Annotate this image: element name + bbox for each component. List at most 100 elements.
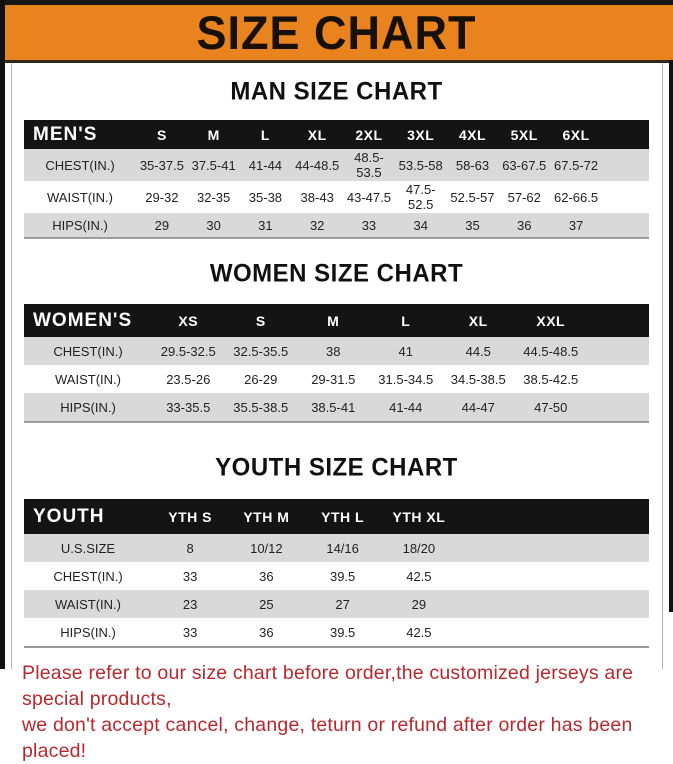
size-value: 34.5-38.5	[442, 365, 515, 393]
size-value: 33	[343, 213, 395, 238]
youth-section-heading: YOUTH SIZE CHART	[215, 453, 458, 482]
size-value: 39.5	[304, 618, 381, 647]
row-label: U.S.SIZE	[24, 534, 152, 562]
footer-line-2: we don't accept cancel, change, teturn o…	[22, 714, 633, 762]
youth-size-table: YOUTH YTH S YTH M YTH L YTH XL U.S.SIZE 8 10/12…	[24, 499, 649, 648]
spacer-cell	[457, 590, 649, 618]
size-value: 52.5-57	[446, 181, 499, 213]
size-column-header: L	[239, 120, 292, 149]
size-column-header: M	[297, 304, 370, 337]
size-value: 38	[297, 337, 370, 365]
size-column-header: L	[369, 304, 442, 337]
measurement-row: CHEST(IN.) 29.5-32.5 32.5-35.5 38 41 44.5 44.5…	[24, 337, 649, 365]
size-value: 29	[136, 213, 188, 238]
size-value: 35-37.5	[136, 149, 188, 181]
size-column-header: S	[224, 304, 297, 337]
size-value: 38.5-41	[297, 393, 370, 422]
table-header-label: MEN'S	[24, 120, 136, 149]
row-label: WAIST(IN.)	[24, 181, 136, 213]
size-value: 41	[369, 337, 442, 365]
size-value: 38-43	[291, 181, 344, 213]
size-value: 37	[550, 213, 602, 238]
measurement-row: HIPS(IN.) 33 36 39.5 42.5	[24, 618, 649, 647]
size-value: 23	[152, 590, 229, 618]
spacer-cell	[602, 149, 649, 181]
size-value: 8	[152, 534, 229, 562]
page-title: SIZE CHART	[196, 4, 477, 59]
size-value: 35.5-38.5	[224, 393, 297, 422]
row-label: WAIST(IN.)	[24, 590, 152, 618]
size-value: 10/12	[228, 534, 305, 562]
size-value: 27	[304, 590, 381, 618]
size-value: 41-44	[239, 149, 292, 181]
footer-note: Please refer to our size chart before or…	[22, 660, 673, 764]
size-column-header: 5XL	[498, 120, 551, 149]
size-value: 44.5	[442, 337, 515, 365]
size-value: 42.5	[380, 618, 457, 647]
size-value: 37.5-41	[187, 149, 240, 181]
size-column-header: XL	[442, 304, 515, 337]
size-value: 58-63	[446, 149, 499, 181]
size-value: 33-35.5	[152, 393, 225, 422]
size-value: 32-35	[187, 181, 240, 213]
spacer-cell	[602, 120, 649, 149]
section-youth: YOUTH SIZE CHART YOUTH YTH S YTH M YTH L YTH…	[0, 453, 673, 648]
men-section-heading: MAN SIZE CHART	[230, 77, 443, 106]
size-value: 36	[498, 213, 551, 238]
size-value: 44.5-48.5	[514, 337, 587, 365]
footer-line-1: Please refer to our size chart before or…	[22, 662, 634, 710]
spacer-cell	[602, 213, 649, 238]
spacer-cell	[457, 499, 649, 534]
section-women: WOMEN SIZE CHART WOMEN'S XS S M L XL XXL CHEST(…	[0, 259, 673, 423]
row-label: WAIST(IN.)	[24, 365, 152, 393]
size-value: 33	[152, 562, 229, 590]
measurement-row: HIPS(IN.) 29 30 31 32 33 34 35 36 37	[24, 213, 649, 238]
right-black-edge	[669, 60, 673, 612]
size-column-header: S	[136, 120, 188, 149]
men-size-table: MEN'S S M L XL 2XL 3XL 4XL 5XL 6XL CHEST(IN.) 35-37…	[24, 120, 649, 239]
size-value: 35-38	[239, 181, 292, 213]
size-column-header: YTH M	[228, 499, 305, 534]
size-value: 23.5-26	[152, 365, 225, 393]
content-area: MAN SIZE CHART MEN'S S M L XL 2XL 3XL 4XL 5XL 6XL…	[0, 77, 673, 764]
banner: SIZE CHART	[0, 5, 673, 63]
size-header-row: WOMEN'S XS S M L XL XXL	[24, 304, 649, 337]
size-value: 47.5-52.5	[394, 181, 447, 213]
row-label: HIPS(IN.)	[24, 393, 152, 422]
spacer-cell	[587, 393, 649, 422]
size-header-row: MEN'S S M L XL 2XL 3XL 4XL 5XL 6XL	[24, 120, 649, 149]
size-value: 42.5	[380, 562, 457, 590]
size-value: 26-29	[224, 365, 297, 393]
size-column-header: XL	[291, 120, 344, 149]
measurement-row: WAIST(IN.) 29-32 32-35 35-38 38-43 43-47.5 47.…	[24, 181, 649, 213]
row-label: CHEST(IN.)	[24, 562, 152, 590]
size-column-header: M	[187, 120, 240, 149]
measurement-row: HIPS(IN.) 33-35.5 35.5-38.5 38.5-41 41-44 44-…	[24, 393, 649, 422]
size-column-header: 4XL	[446, 120, 499, 149]
size-column-header: 3XL	[394, 120, 447, 149]
size-value: 43-47.5	[343, 181, 395, 213]
size-value: 30	[187, 213, 240, 238]
spacer-cell	[602, 181, 649, 213]
size-value: 33	[152, 618, 229, 647]
size-column-header: XXL	[514, 304, 587, 337]
size-column-header: YTH L	[304, 499, 381, 534]
frame-line-right	[662, 63, 663, 669]
size-value: 29	[380, 590, 457, 618]
measurement-row: WAIST(IN.) 23 25 27 29	[24, 590, 649, 618]
left-black-edge	[0, 0, 5, 669]
size-value: 38.5-42.5	[514, 365, 587, 393]
row-label: HIPS(IN.)	[24, 618, 152, 647]
measurement-row: CHEST(IN.) 35-37.5 37.5-41 41-44 44-48.5 48.5…	[24, 149, 649, 181]
size-value: 36	[228, 562, 305, 590]
size-value: 32.5-35.5	[224, 337, 297, 365]
spacer-cell	[587, 304, 649, 337]
table-header-label: WOMEN'S	[24, 304, 152, 337]
size-value: 35	[446, 213, 499, 238]
size-value: 48.5-53.5	[343, 149, 395, 181]
row-label: HIPS(IN.)	[24, 213, 136, 238]
top-black-strip	[0, 0, 673, 5]
size-column-header: YTH S	[152, 499, 229, 534]
spacer-cell	[587, 337, 649, 365]
size-value: 36	[228, 618, 305, 647]
